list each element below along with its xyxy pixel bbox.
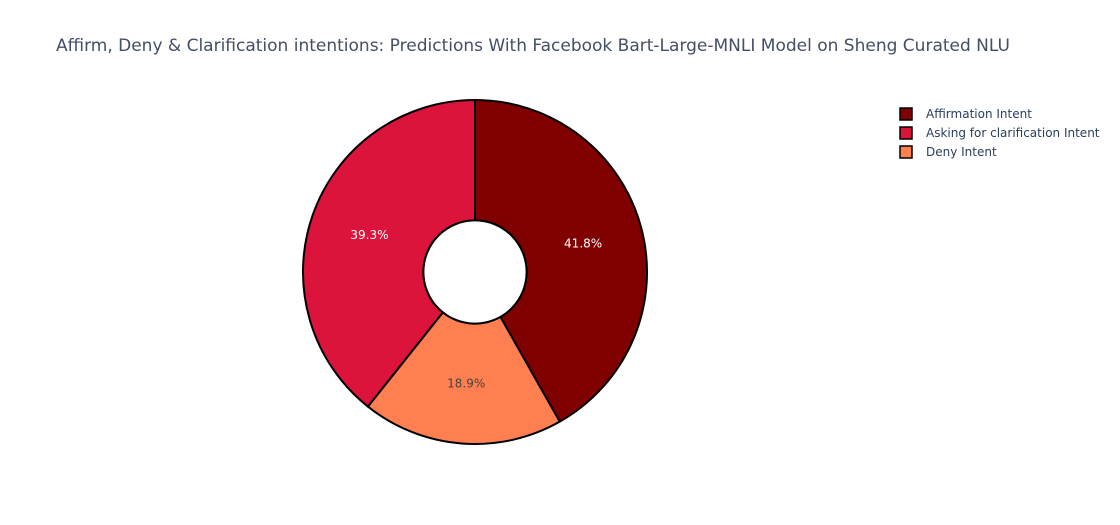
- donut-hole: [422, 219, 528, 325]
- legend-label-1: Asking for clarification Intent: [926, 126, 1100, 140]
- slice-label-2: 39.3%: [350, 228, 388, 242]
- legend-swatch-0: [899, 107, 913, 121]
- slice-label-1: 18.9%: [447, 376, 485, 390]
- legend[interactable]: Affirmation Intent Asking for clarificati…: [899, 107, 1100, 159]
- legend-swatch-2: [899, 145, 913, 159]
- slice-label-0: 41.8%: [564, 237, 602, 251]
- chart-title: Affirm, Deny & Clarification intentions:…: [56, 36, 1010, 56]
- legend-swatch-1: [899, 126, 913, 140]
- slice-labels: 41.8% 18.9% 39.3%: [350, 228, 602, 390]
- legend-item-0[interactable]: Affirmation Intent: [899, 107, 1032, 121]
- legend-item-2[interactable]: Deny Intent: [899, 145, 997, 159]
- legend-label-2: Deny Intent: [926, 145, 997, 159]
- legend-label-0: Affirmation Intent: [926, 107, 1032, 121]
- pie-slices: [302, 99, 648, 445]
- legend-item-1[interactable]: Asking for clarification Intent: [899, 126, 1100, 140]
